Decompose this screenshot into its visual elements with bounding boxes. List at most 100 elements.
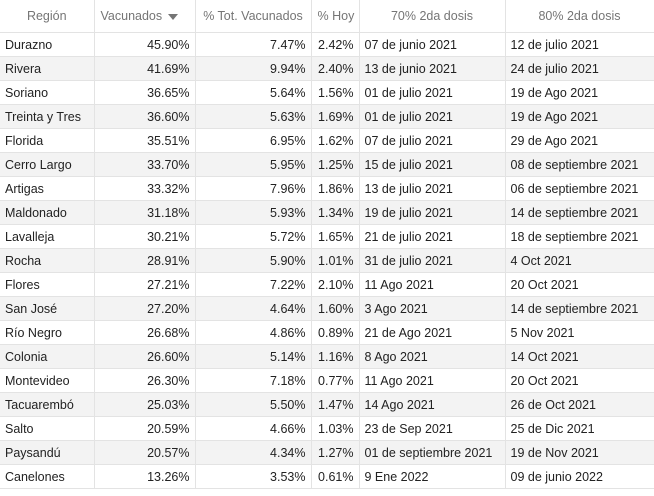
cell-dosis80: 14 Oct 2021 [505, 344, 654, 369]
cell-vacunados: 26.30% [94, 368, 196, 393]
cell-region: Cerro Largo [0, 152, 95, 177]
cell-vacunados: 36.65% [94, 80, 196, 105]
cell-pct-hoy: 1.27% [311, 440, 360, 465]
cell-vacunados: 33.32% [94, 176, 196, 201]
cell-pct-hoy: 1.69% [311, 104, 360, 129]
cell-pct-hoy: 1.65% [311, 224, 360, 249]
cell-dosis70: 01 de septiembre 2021 [359, 440, 506, 465]
cell-dosis70: 15 de julio 2021 [359, 152, 506, 177]
header-pct-hoy[interactable]: % Hoy [311, 0, 360, 33]
cell-pct-total: 9.94% [195, 56, 312, 81]
cell-dosis70: 8 Ago 2021 [359, 344, 506, 369]
cell-pct-hoy: 2.42% [311, 32, 360, 57]
cell-dosis70: 07 de junio 2021 [359, 32, 506, 57]
cell-pct-hoy: 1.03% [311, 416, 360, 441]
table-row: Treinta y Tres 36.60% 5.63% 1.69% 01 de juli… [0, 104, 654, 129]
cell-region: Montevideo [0, 368, 95, 393]
table-row: Lavalleja 30.21% 5.72% 1.65% 21 de julio 202… [0, 224, 654, 249]
cell-pct-total: 5.63% [195, 104, 312, 129]
cell-vacunados: 31.18% [94, 200, 196, 225]
cell-region: Rocha [0, 248, 95, 273]
cell-vacunados: 26.68% [94, 320, 196, 345]
cell-dosis80: 19 de Nov 2021 [505, 440, 654, 465]
cell-pct-hoy: 2.10% [311, 272, 360, 297]
cell-pct-total: 5.50% [195, 392, 312, 417]
table-row: Flores 27.21% 7.22% 2.10% 11 Ago 2021 20 Oct … [0, 272, 654, 297]
cell-vacunados: 27.21% [94, 272, 196, 297]
cell-region: Salto [0, 416, 95, 441]
cell-region: Lavalleja [0, 224, 95, 249]
header-pct-total[interactable]: % Tot. Vacunados [195, 0, 312, 33]
cell-dosis70: 01 de julio 2021 [359, 104, 506, 129]
table-header: Región Vacunados % Tot. Vacunados % Hoy … [0, 0, 654, 33]
cell-pct-total: 6.95% [195, 128, 312, 153]
cell-dosis80: 12 de julio 2021 [505, 32, 654, 57]
cell-pct-total: 5.14% [195, 344, 312, 369]
cell-region: Florida [0, 128, 95, 153]
table-row: Cerro Largo 33.70% 5.95% 1.25% 15 de julio 2… [0, 152, 654, 177]
cell-vacunados: 36.60% [94, 104, 196, 129]
cell-vacunados: 26.60% [94, 344, 196, 369]
cell-dosis80: 19 de Ago 2021 [505, 104, 654, 129]
cell-vacunados: 25.03% [94, 392, 196, 417]
cell-dosis70: 21 de julio 2021 [359, 224, 506, 249]
header-pct-total-label: % Tot. Vacunados [203, 9, 303, 23]
header-region-label: Región [26, 9, 67, 23]
cell-pct-hoy: 0.61% [311, 464, 360, 489]
cell-dosis80: 06 de septiembre 2021 [505, 176, 654, 201]
cell-dosis80: 14 de septiembre 2021 [505, 200, 654, 225]
cell-dosis80: 08 de septiembre 2021 [505, 152, 654, 177]
cell-pct-total: 5.64% [195, 80, 312, 105]
table-row: Maldonado 31.18% 5.93% 1.34% 19 de julio 202… [0, 200, 654, 225]
cell-region: Tacuarembó [0, 392, 95, 417]
cell-dosis70: 14 Ago 2021 [359, 392, 506, 417]
cell-dosis80: 20 Oct 2021 [505, 368, 654, 393]
cell-dosis80: 18 de septiembre 2021 [505, 224, 654, 249]
cell-pct-hoy: 0.77% [311, 368, 360, 393]
cell-region: San José [0, 296, 95, 321]
cell-pct-total: 4.66% [195, 416, 312, 441]
cell-dosis80: 25 de Dic 2021 [505, 416, 654, 441]
cell-pct-hoy: 1.62% [311, 128, 360, 153]
cell-region: Paysandú [0, 440, 95, 465]
cell-pct-total: 7.22% [195, 272, 312, 297]
table-row: Rocha 28.91% 5.90% 1.01% 31 de julio 2021 4 O… [0, 248, 654, 273]
table-body: Durazno 45.90% 7.47% 2.42% 07 de junio 2021 1… [0, 32, 654, 489]
cell-region: Soriano [0, 80, 95, 105]
cell-dosis70: 13 de junio 2021 [359, 56, 506, 81]
cell-dosis80: 26 de Oct 2021 [505, 392, 654, 417]
cell-dosis70: 3 Ago 2021 [359, 296, 506, 321]
cell-region: Rivera [0, 56, 95, 81]
cell-pct-hoy: 2.40% [311, 56, 360, 81]
cell-region: Artigas [0, 176, 95, 201]
header-region[interactable]: Región [0, 0, 95, 33]
cell-pct-total: 5.95% [195, 152, 312, 177]
cell-dosis80: 14 de septiembre 2021 [505, 296, 654, 321]
header-vacunados[interactable]: Vacunados [94, 0, 196, 33]
cell-pct-total: 5.72% [195, 224, 312, 249]
cell-pct-hoy: 1.60% [311, 296, 360, 321]
header-dosis80-label: 80% 2da dosis [538, 9, 621, 23]
table-row: Florida 35.51% 6.95% 1.62% 07 de julio 2021 2… [0, 128, 654, 153]
cell-pct-hoy: 1.56% [311, 80, 360, 105]
table-row: Rivera 41.69% 9.94% 2.40% 13 de junio 2021 24… [0, 56, 654, 81]
cell-pct-hoy: 1.16% [311, 344, 360, 369]
table-row: Durazno 45.90% 7.47% 2.42% 07 de junio 2021 1… [0, 32, 654, 57]
cell-pct-total: 5.93% [195, 200, 312, 225]
table-row: Montevideo 26.30% 7.18% 0.77% 11 Ago 2021 20 … [0, 368, 654, 393]
cell-pct-total: 3.53% [195, 464, 312, 489]
cell-dosis80: 09 de junio 2022 [505, 464, 654, 489]
header-pct-hoy-label: % Hoy [317, 9, 355, 23]
cell-pct-hoy: 1.86% [311, 176, 360, 201]
cell-pct-total: 4.34% [195, 440, 312, 465]
cell-pct-hoy: 1.01% [311, 248, 360, 273]
cell-dosis70: 21 de Ago 2021 [359, 320, 506, 345]
header-dosis80[interactable]: 80% 2da dosis [505, 0, 654, 33]
header-dosis70-label: 70% 2da dosis [390, 9, 473, 23]
cell-region: Flores [0, 272, 95, 297]
cell-pct-total: 4.86% [195, 320, 312, 345]
cell-pct-total: 5.90% [195, 248, 312, 273]
header-dosis70[interactable]: 70% 2da dosis [359, 0, 506, 33]
cell-dosis70: 9 Ene 2022 [359, 464, 506, 489]
